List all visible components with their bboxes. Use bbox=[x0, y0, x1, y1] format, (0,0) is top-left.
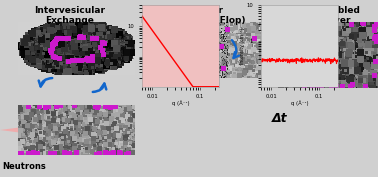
Text: Scrambled
Bilayer: Scrambled Bilayer bbox=[306, 6, 360, 25]
Y-axis label: Intensity (cm⁻¹): Intensity (cm⁻¹) bbox=[240, 28, 245, 64]
Text: Δt: Δt bbox=[272, 48, 288, 61]
Polygon shape bbox=[0, 113, 130, 147]
Text: Intrabilayer
Exchange (Flip-Flop): Intrabilayer Exchange (Flip-Flop) bbox=[141, 6, 245, 25]
Text: Neutrons: Neutrons bbox=[2, 162, 46, 171]
Text: Δt: Δt bbox=[272, 112, 288, 124]
X-axis label: q (Å⁻¹): q (Å⁻¹) bbox=[291, 101, 308, 106]
Y-axis label: Intensity (cm⁻¹): Intensity (cm⁻¹) bbox=[121, 28, 126, 64]
Text: Intervesicular
Exchange: Intervesicular Exchange bbox=[34, 6, 105, 25]
X-axis label: q (Å⁻¹): q (Å⁻¹) bbox=[172, 101, 189, 106]
